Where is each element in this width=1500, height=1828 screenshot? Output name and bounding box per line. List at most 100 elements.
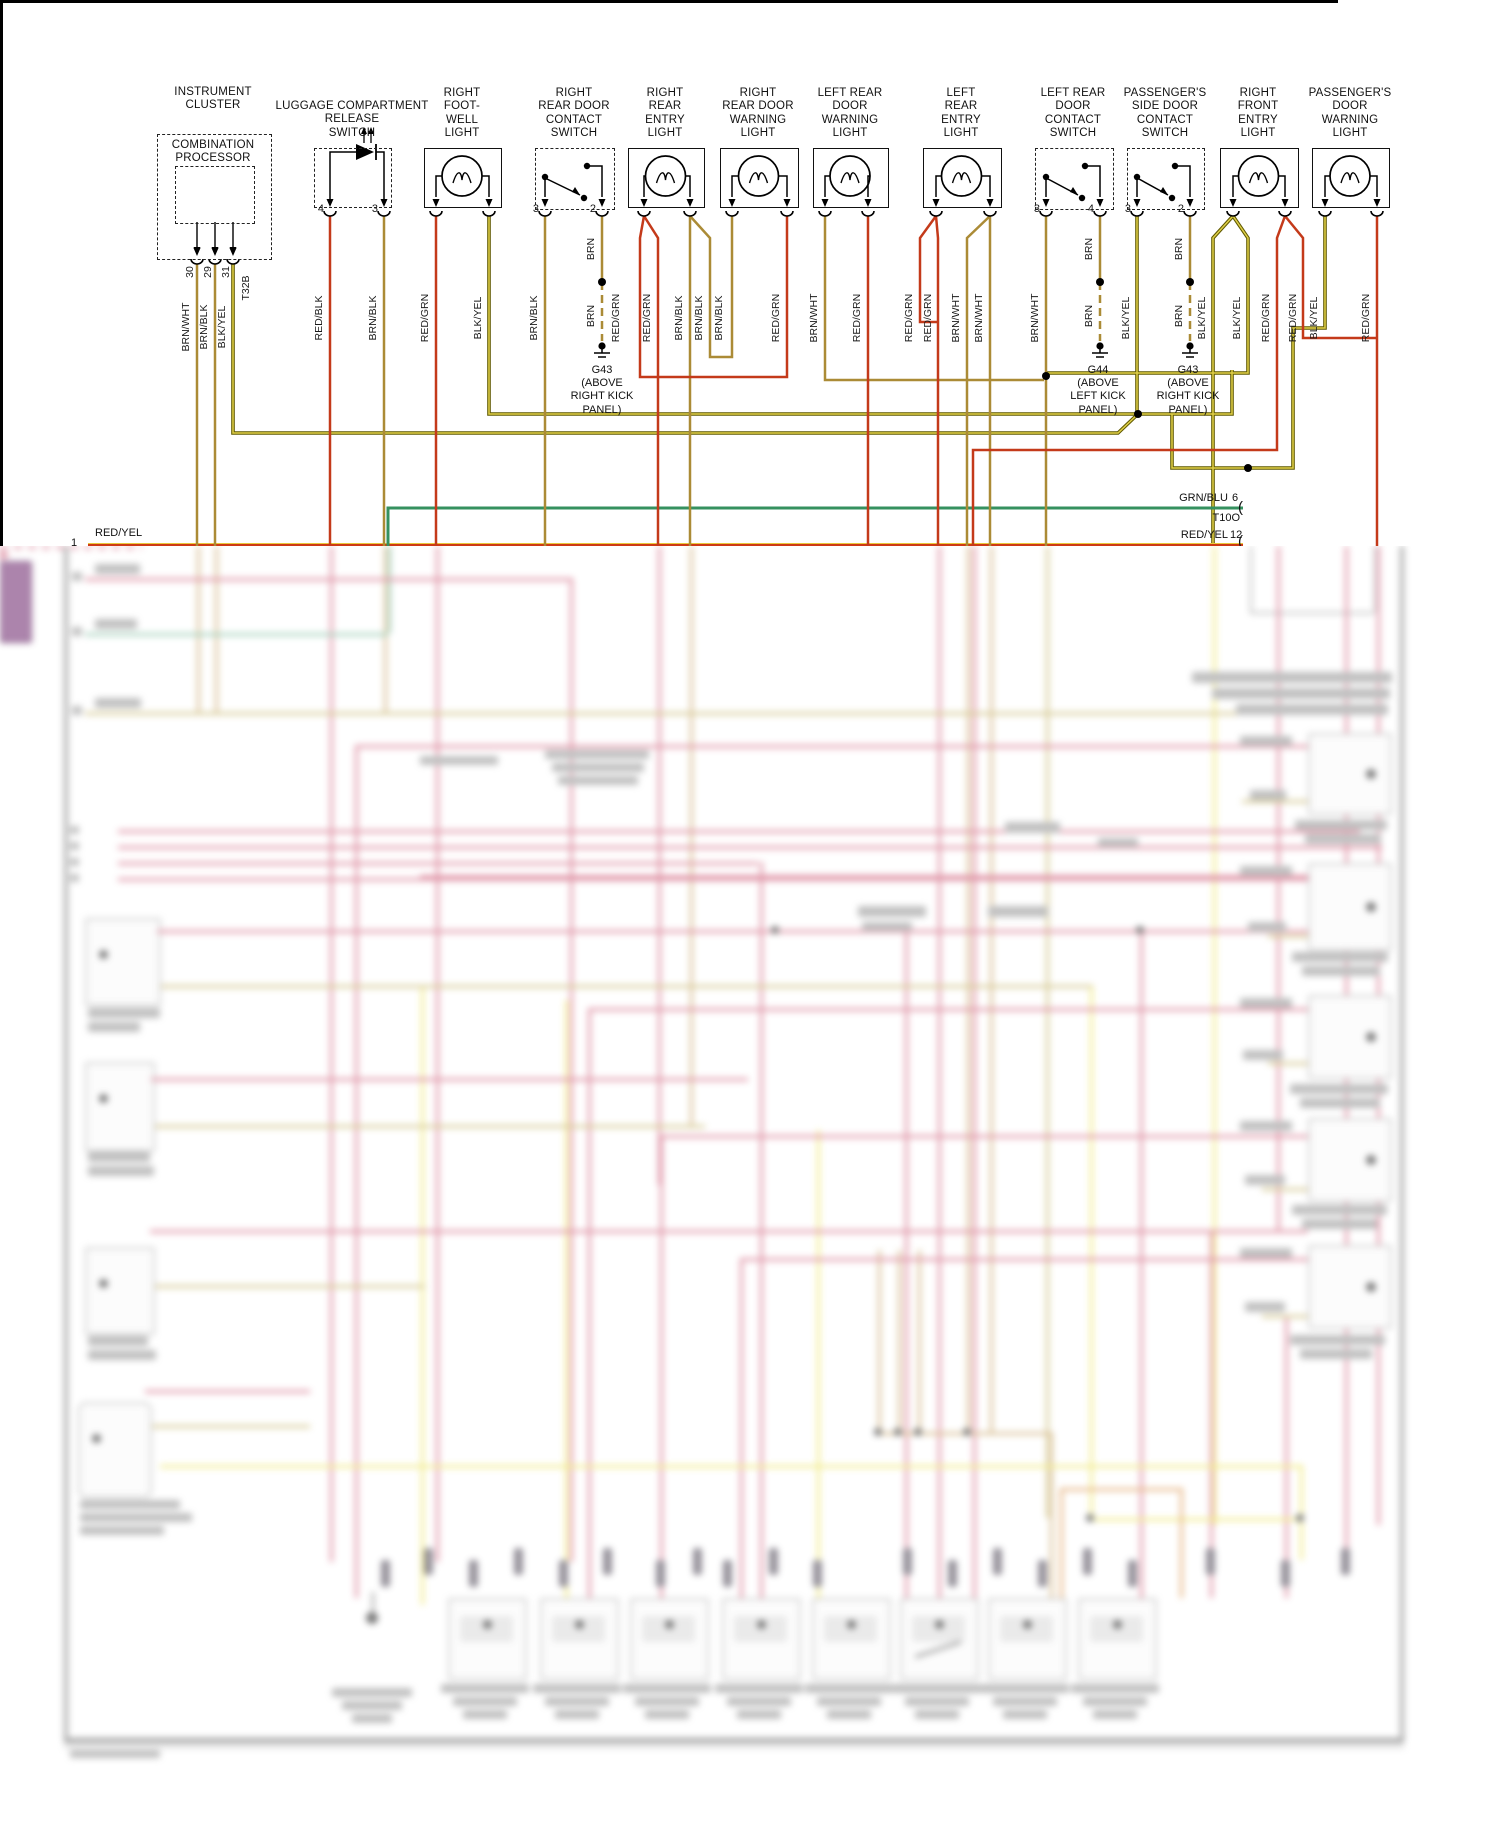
ground-label-g43-right-rear: G43 (ABOVE RIGHT KICK PANEL) [542,364,662,417]
blurred-wire [570,578,573,1562]
component-label-line: ENTRY [941,113,981,126]
junction-dot [1134,410,1142,418]
blurred-wire [145,1390,310,1393]
blurred-text [827,1710,871,1719]
blurred-arrowhead [0,549,10,561]
wire-label: BRN/BLK [713,295,725,341]
blurred-wire [372,1592,374,1612]
pin-terminal-arc [190,258,204,265]
component-label-passengers-door-warning-light: PASSENGER'S DOOR WARNING LIGHT [1255,87,1445,141]
blurred-pin-connector [1038,1560,1047,1587]
blurred-component-box [1308,995,1392,1079]
ground-label-g43-passenger: G43 (ABOVE RIGHT KICK PANEL) [1128,364,1248,417]
blurred-wire [85,578,570,581]
blurred-component-box [988,1598,1067,1680]
pin-terminal-arc [323,210,337,217]
blurred-text [1093,1710,1137,1719]
blurred-text [1300,1349,1372,1359]
blurred-wire [1300,1465,1303,1560]
component-label-line: WARNING [1321,113,1379,126]
component-label-right-rear-entry-light: RIGHT REAR ENTRY LIGHT [570,87,760,141]
wires-layer [88,127,1384,547]
blurred-text [1302,966,1380,976]
wire-label: BLK/YEL [472,296,484,340]
blurred-pin-connector [1281,1560,1290,1587]
blurred-wire [1060,1488,1063,1598]
wire-label: BLK/YEL [216,305,228,349]
blurred-text [817,1697,881,1706]
wire-blk-yel [488,216,1233,415]
pin-terminal-arc [429,210,443,217]
wire-arrowhead [686,199,694,207]
wire-red [1284,215,1377,340]
component-label-passengers-side-door-contact-switch: PASSENGER'S SIDE DOOR CONTACT SWITCH [1070,87,1260,141]
component-label-line: CONTACT [1044,113,1102,126]
blurred-wire [1140,930,1143,1598]
blurred-text [88,1022,140,1032]
pin-terminal-arc [1039,210,1053,217]
component-label-luggage-compartment-release-switch: LUGGAGE COMPARTMENT RELEASE SWITCH [257,100,447,140]
wire-arrowhead [821,199,829,207]
blurred-component-box [85,918,161,1006]
blurred-dot [99,950,108,959]
pin-terminal-arc [780,210,794,217]
blurred-dot [1366,902,1376,912]
blurred-component-box [1308,863,1392,951]
blurred-component-box [78,1402,152,1498]
blur-content [0,546,1500,1828]
ground-note-line: LEFT KICK [1070,390,1126,403]
component-label-line: WARNING [821,113,879,126]
blurred-wire [905,930,908,1598]
blurred-wire [160,1465,1300,1468]
blurred-wire [1250,612,1374,614]
blurred-text [420,756,498,765]
blurred-wire [565,1000,568,1605]
blurred-wire [690,546,693,1125]
wire-arrowhead [432,199,440,207]
blurred-pin-connector [381,1560,390,1587]
pin-number: 30 [184,266,196,278]
blurred-text [72,572,82,581]
blurred-wire [938,546,941,1598]
blurred-component-box [722,1598,801,1680]
component-box-instrument-cluster [157,134,272,260]
blurred-wire [436,546,439,1562]
component-label-line: LIGHT [1332,127,1368,140]
blurred-wire [355,745,1308,748]
component-label-right-front-entry-light: RIGHT FRONT ENTRY LIGHT [1163,87,1353,141]
blurred-text [70,1750,160,1758]
wire-arrowhead [598,199,606,207]
blurred-text [80,1526,164,1535]
component-label-line: SIDE DOOR [1131,100,1199,113]
blurred-pin-connector [424,1548,433,1575]
component-box-luggage-compartment-release-switch [314,148,392,208]
component-label-line: LIGHT [943,127,979,140]
wire-label: BLK/YEL [1308,296,1320,340]
component-label-line: LIGHT [1240,127,1276,140]
blurred-text [80,1513,192,1522]
blurred-pin-connector [948,1560,957,1587]
blurred-wire [967,546,970,1432]
ground-note-line: (ABOVE [581,377,623,390]
blurred-text [805,1684,893,1693]
lamp-icon [1232,155,1286,197]
ground-name: G43 [1177,364,1199,376]
blurred-text [88,1008,160,1018]
wire-label: RED/GRN [770,293,782,343]
wire-blk-yel [1046,215,1249,374]
component-label-line: REAR [944,100,978,113]
wire-label: RED/GRN [1360,293,1372,343]
blurred-dot [99,1279,108,1288]
blurred-wire [1210,1230,1213,1598]
wire-label: RED/GRN [1287,293,1299,343]
wire-arrowhead [1042,199,1050,207]
pin-terminal-arc [1130,210,1144,217]
wire-arrowhead [485,199,493,207]
blurred-wire [145,1425,310,1428]
blurred-component-box [85,1062,155,1152]
pin-number: 4 [317,203,324,215]
blurred-text [1292,1205,1387,1215]
blurred-wire [150,1285,425,1288]
pin-number: T32B [240,275,252,301]
component-label-line: CONTACT [1136,113,1194,126]
